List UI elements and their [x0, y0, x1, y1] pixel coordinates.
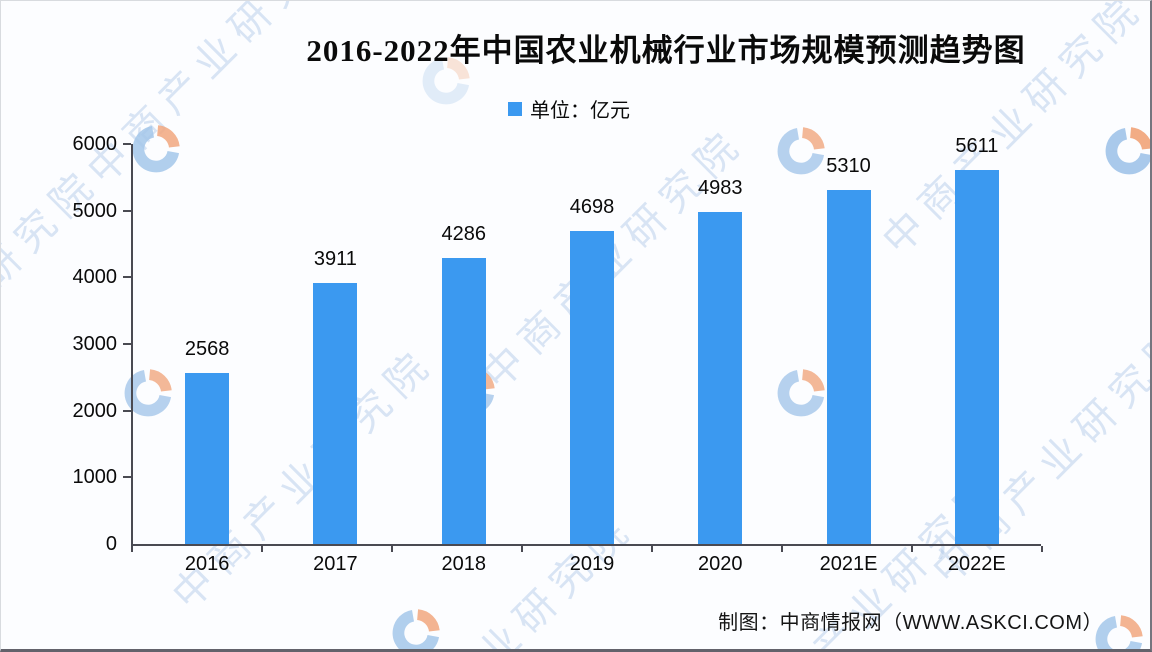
- watermark-text: 中商产业研究院: [0, 159, 109, 439]
- bar-value-label: 5310: [826, 155, 871, 177]
- bar-value-label: 4983: [698, 176, 743, 199]
- bar-2019: [569, 230, 614, 544]
- bar-2021E: [826, 190, 871, 544]
- x-tick-mark: [131, 546, 133, 552]
- bar-value-label: 4698: [569, 195, 615, 218]
- bar-value-label: 5611: [955, 134, 999, 157]
- x-category-label: 2019: [569, 553, 615, 575]
- legend-swatch-icon: [508, 101, 522, 116]
- bar-group-2022E: 5611 2022E: [913, 135, 1041, 575]
- x-category-label: 2022E: [947, 553, 1006, 575]
- x-category-label: 2017: [313, 553, 358, 575]
- bar-2016: [185, 372, 230, 544]
- x-category-label: 2016: [184, 553, 230, 575]
- x-axis: [131, 544, 1041, 546]
- bar-group-2018: 4286 2018: [400, 144, 528, 575]
- bar-2022E: [954, 169, 999, 544]
- y-axis-label: 0: [105, 533, 117, 555]
- x-category-label: 2021E: [819, 553, 878, 575]
- legend: 单位：亿元: [508, 94, 630, 123]
- x-tick-mark: [911, 546, 913, 552]
- bar-value-label: 2568: [184, 337, 230, 360]
- y-tick-mark: [123, 276, 131, 279]
- legend-label: 单位：亿元: [530, 100, 630, 122]
- x-tick-mark: [651, 546, 653, 552]
- y-axis-label: 4000: [72, 266, 118, 289]
- bar-group-2016: 2568 2016: [143, 144, 271, 575]
- chart-title: 2016-2022年中国农业机械行业市场规模预测趋势图: [306, 33, 1026, 68]
- y-tick-mark: [123, 143, 131, 145]
- source-credit: 制图：中商情报网（WWW.ASKCI.COM）: [718, 612, 1103, 634]
- x-tick-mark: [781, 546, 783, 552]
- x-tick-mark: [521, 546, 523, 552]
- askci-logo-icon: [1102, 124, 1150, 178]
- y-tick-mark: [123, 343, 131, 345]
- y-axis-label: 1000: [72, 466, 118, 489]
- bar-2018: [441, 258, 486, 544]
- bar-2020: [698, 211, 743, 544]
- bar-group-2017: 3911 2017: [271, 144, 399, 575]
- bar-value-label: 3911: [313, 248, 357, 271]
- bar-value-label: 4286: [441, 223, 486, 246]
- bar-2017: [313, 283, 358, 544]
- y-axis: [131, 144, 133, 546]
- y-tick-mark: [123, 209, 131, 212]
- plot-area: 0 1000 2000 3000 4000 5000 6000 2568 2016 3911 20…: [73, 133, 1043, 575]
- bar-group-2019: 4698 2019: [528, 144, 656, 575]
- bar-group-2021E: 5310 2021E: [784, 144, 912, 575]
- x-tick-mark: [391, 546, 393, 552]
- y-tick-mark: [123, 476, 131, 479]
- y-axis-label: 2000: [72, 399, 118, 422]
- bar-series: 2568 2016 3911 2017 4286 2018 4698 2019 4983 2020…: [143, 135, 1041, 575]
- x-tick-mark: [261, 546, 263, 552]
- y-tick-mark: [123, 409, 131, 412]
- askci-logo-icon: [389, 606, 443, 649]
- y-axis-label: 5000: [72, 199, 118, 222]
- x-tick-mark: [1041, 546, 1043, 552]
- x-category-label: 2018: [441, 553, 486, 575]
- x-category-label: 2020: [698, 553, 743, 575]
- y-axis-label: 3000: [72, 333, 118, 355]
- bar-group-2020: 4983 2020: [656, 144, 784, 575]
- y-axis-label: 6000: [72, 133, 118, 155]
